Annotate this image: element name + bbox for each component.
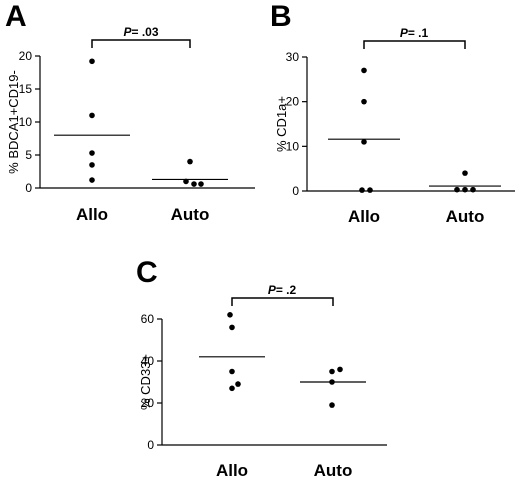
p-value-symbol: P xyxy=(268,283,277,297)
data-point xyxy=(229,324,235,331)
p-value-label: P= .03 xyxy=(123,25,158,39)
data-point xyxy=(89,58,95,65)
p-value-number: = .2 xyxy=(276,283,297,297)
data-point xyxy=(361,139,367,145)
data-point xyxy=(187,158,193,165)
p-value-label: P= .1 xyxy=(400,26,429,40)
y-tick-label: 20 xyxy=(19,49,33,63)
data-point xyxy=(235,381,241,387)
data-point xyxy=(229,385,235,392)
data-point xyxy=(89,112,95,119)
y-axis-title: % CD1a+ xyxy=(274,96,289,152)
data-point xyxy=(367,187,373,193)
data-point xyxy=(359,187,365,193)
data-point xyxy=(462,170,468,176)
y-tick-label: 15 xyxy=(19,82,33,96)
data-point xyxy=(198,181,204,187)
data-point xyxy=(89,150,95,156)
y-tick-label: 20 xyxy=(286,95,300,109)
category-label: Allo xyxy=(348,207,380,226)
p-value-symbol: P xyxy=(123,25,132,39)
significance-bracket xyxy=(363,40,466,49)
y-tick-label: 20 xyxy=(141,396,155,410)
data-point xyxy=(337,366,343,373)
y-axis-title: % CD33+ xyxy=(138,354,153,410)
data-point xyxy=(454,186,460,193)
data-point xyxy=(229,368,235,375)
y-tick-label: 0 xyxy=(292,184,299,198)
panel-a: A 0 5 10 15 20 % BDCA1+CD19- Allo Auto P= .03 xyxy=(5,0,255,224)
p-value-number: = .1 xyxy=(408,26,429,40)
data-point xyxy=(191,181,197,187)
panel-letter: A xyxy=(5,0,27,33)
panel-c: C 0 20 40 60 % CD33+ Allo Auto P= .2 xyxy=(136,256,387,480)
y-tick-label: 40 xyxy=(141,354,155,368)
data-point xyxy=(470,186,476,193)
panel-letter: B xyxy=(270,0,292,33)
category-label: Auto xyxy=(446,207,485,226)
data-point xyxy=(89,162,95,168)
data-point xyxy=(329,402,335,408)
y-tick-label: 10 xyxy=(19,115,33,129)
y-axis-title: % BDCA1+CD19- xyxy=(6,70,21,174)
data-point xyxy=(361,98,367,105)
category-label: Allo xyxy=(76,205,108,224)
panel-letter: C xyxy=(136,256,158,289)
y-tick-label: 5 xyxy=(25,148,32,162)
p-value-label: P= .2 xyxy=(268,283,297,297)
data-point xyxy=(462,186,468,193)
significance-bracket xyxy=(91,39,191,48)
y-tick-label: 60 xyxy=(141,312,155,326)
y-tick-label: 10 xyxy=(286,139,300,153)
data-point xyxy=(89,177,95,183)
category-label: Auto xyxy=(171,205,210,224)
data-point xyxy=(329,368,335,375)
p-value-number: = .03 xyxy=(131,25,158,39)
p-value-symbol: P xyxy=(400,26,409,40)
y-tick-label: 30 xyxy=(286,50,300,64)
data-point xyxy=(227,312,233,318)
data-point xyxy=(361,67,367,74)
panel-b: B 0 10 20 30 % CD1a+ Allo Auto P= .1 xyxy=(270,0,515,226)
significance-bracket xyxy=(231,297,334,306)
category-label: Allo xyxy=(216,461,248,480)
y-tick-label: 0 xyxy=(147,438,154,452)
y-tick-label: 0 xyxy=(25,181,32,195)
category-label: Auto xyxy=(314,461,353,480)
